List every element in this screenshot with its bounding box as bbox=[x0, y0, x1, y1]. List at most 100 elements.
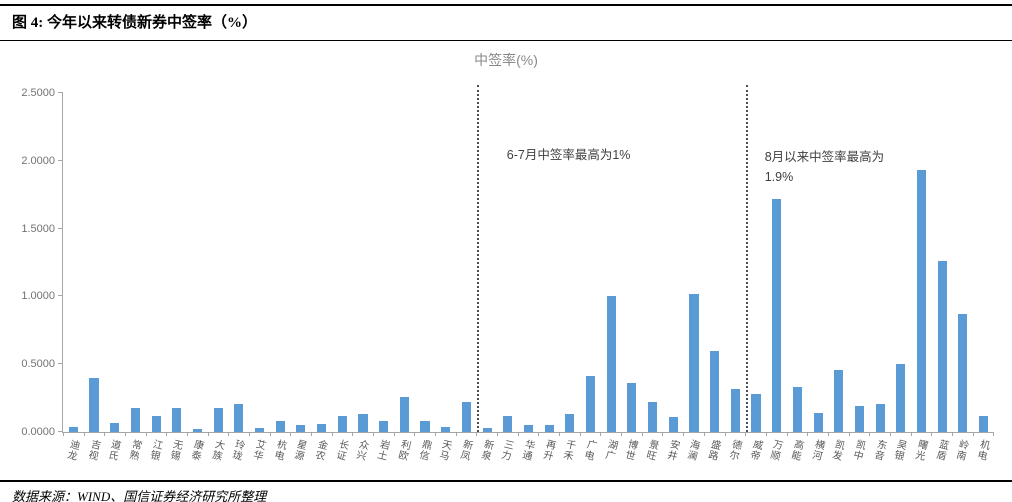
x-axis-tick-mark bbox=[891, 432, 912, 436]
x-axis-label: 广电 bbox=[580, 437, 597, 462]
bar bbox=[275, 421, 285, 432]
bar-slot bbox=[911, 93, 932, 432]
bar-slot bbox=[891, 93, 912, 432]
y-axis-tick-mark bbox=[58, 295, 63, 297]
x-axis-label: 天马 bbox=[436, 437, 453, 462]
x-axis-tick-mark bbox=[705, 432, 726, 436]
x-axis-tick-mark bbox=[457, 432, 478, 436]
x-axis-label: 东音 bbox=[870, 437, 887, 462]
bar-slot bbox=[373, 93, 394, 432]
x-axis-tick-mark bbox=[643, 432, 664, 436]
x-axis-tick-mark bbox=[581, 432, 602, 436]
bar bbox=[834, 369, 844, 432]
x-axis-tick-mark bbox=[912, 432, 933, 436]
annotation-line: 1.9% bbox=[764, 170, 794, 184]
bars-row bbox=[63, 93, 994, 432]
bar bbox=[296, 425, 306, 432]
x-axis-tick-mark bbox=[601, 432, 623, 436]
x-axis-tick-mark bbox=[953, 432, 974, 436]
bar-slot bbox=[456, 93, 477, 432]
x-axis-label: 江银 bbox=[146, 437, 163, 462]
bar bbox=[461, 402, 471, 432]
annotation-line: 6-7月中签率最高为1% bbox=[506, 148, 631, 162]
bar-slot bbox=[766, 93, 787, 432]
annotation: 6-7月中签率最高为1% bbox=[507, 145, 631, 165]
bar-slot bbox=[84, 93, 105, 432]
bar-slot bbox=[808, 93, 829, 432]
x-axis-tick-mark bbox=[477, 432, 499, 436]
y-axis-tick-mark bbox=[58, 431, 63, 432]
x-axis-tick-mark bbox=[353, 432, 375, 436]
bar-slot bbox=[932, 93, 953, 432]
bar-slot bbox=[580, 93, 601, 432]
x-axis-label: 康泰 bbox=[187, 437, 204, 462]
bar bbox=[68, 426, 78, 432]
bar bbox=[482, 427, 492, 432]
source-note: 数据来源：WIND、国信证券经济研究所整理 bbox=[12, 489, 267, 502]
chart-title: 中签率(%) bbox=[474, 52, 538, 68]
x-axis-tick-mark bbox=[726, 432, 747, 436]
bar bbox=[585, 376, 596, 432]
bar-slot bbox=[353, 93, 374, 432]
figure-header: 图 4: 今年以来转债新券中签率（%） bbox=[0, 4, 1012, 41]
x-axis-label: 新泉 bbox=[477, 437, 494, 462]
bar-slot bbox=[601, 93, 622, 432]
x-axis-label: 众兴 bbox=[353, 437, 370, 462]
x-axis-label: 长证 bbox=[332, 437, 349, 462]
x-axis-tick-mark bbox=[829, 432, 850, 436]
bar-slot bbox=[187, 93, 208, 432]
x-axis-tick-mark bbox=[209, 432, 230, 436]
bar bbox=[89, 377, 99, 432]
x-axis-label: 凯中 bbox=[849, 437, 866, 462]
x-axis-label: 威帝 bbox=[746, 437, 763, 462]
bar-slot bbox=[642, 93, 663, 432]
x-axis-label: 景旺 bbox=[642, 437, 659, 462]
x-axis-label: 德尔 bbox=[725, 437, 742, 462]
x-axis-tick-mark bbox=[333, 432, 354, 436]
x-axis-label: 华通 bbox=[518, 437, 535, 462]
x-axis-label: 岩土 bbox=[374, 437, 391, 462]
bar bbox=[172, 407, 182, 432]
bar-slot bbox=[208, 93, 229, 432]
x-axis-label: 金农 bbox=[311, 437, 328, 462]
x-axis-tick-mark bbox=[436, 432, 457, 436]
bar-slot bbox=[497, 93, 518, 432]
x-axis-label: 盛路 bbox=[705, 437, 722, 462]
bar-slot bbox=[828, 93, 849, 432]
annotation-line: 8月以来中签率最高为 bbox=[764, 150, 885, 164]
x-axis-tick-mark bbox=[788, 432, 809, 436]
x-axis-tick-mark bbox=[271, 432, 292, 436]
x-axis-tick-mark bbox=[147, 432, 168, 436]
bar bbox=[379, 421, 389, 432]
x-axis-label: 海澜 bbox=[684, 437, 701, 462]
x-axis-tick-mark bbox=[519, 432, 540, 436]
bar bbox=[503, 415, 513, 432]
bar bbox=[813, 413, 823, 432]
month-divider bbox=[476, 85, 479, 432]
x-axis-label: 常熟 bbox=[125, 437, 142, 462]
x-axis-label: 湖广 bbox=[601, 437, 618, 462]
bar bbox=[937, 261, 947, 432]
x-axis-label: 吴银 bbox=[891, 437, 908, 462]
bar-slot bbox=[125, 93, 146, 432]
x-axis-label: 万顺 bbox=[767, 437, 784, 462]
bar bbox=[317, 423, 327, 432]
y-axis-tick-label: 2.0000 bbox=[21, 154, 55, 167]
x-axis-tick-mark bbox=[415, 432, 437, 436]
bar bbox=[544, 425, 554, 432]
x-axis-label: 大族 bbox=[208, 437, 225, 462]
bar-slot bbox=[560, 93, 581, 432]
bar-slot bbox=[104, 93, 125, 432]
bar bbox=[751, 394, 761, 432]
x-axis-label: 曙光 bbox=[911, 437, 928, 462]
bar-slot bbox=[477, 93, 498, 432]
x-axis-label: 凯发 bbox=[829, 437, 846, 462]
x-axis-label: 机电 bbox=[973, 437, 990, 462]
bar-slot bbox=[166, 93, 187, 432]
x-axis-tick-mark bbox=[126, 432, 147, 436]
bar bbox=[358, 414, 368, 432]
bar-slot bbox=[311, 93, 332, 432]
bar bbox=[979, 415, 989, 432]
figure-title: 图 4: 今年以来转债新券中签率（%） bbox=[12, 15, 257, 31]
